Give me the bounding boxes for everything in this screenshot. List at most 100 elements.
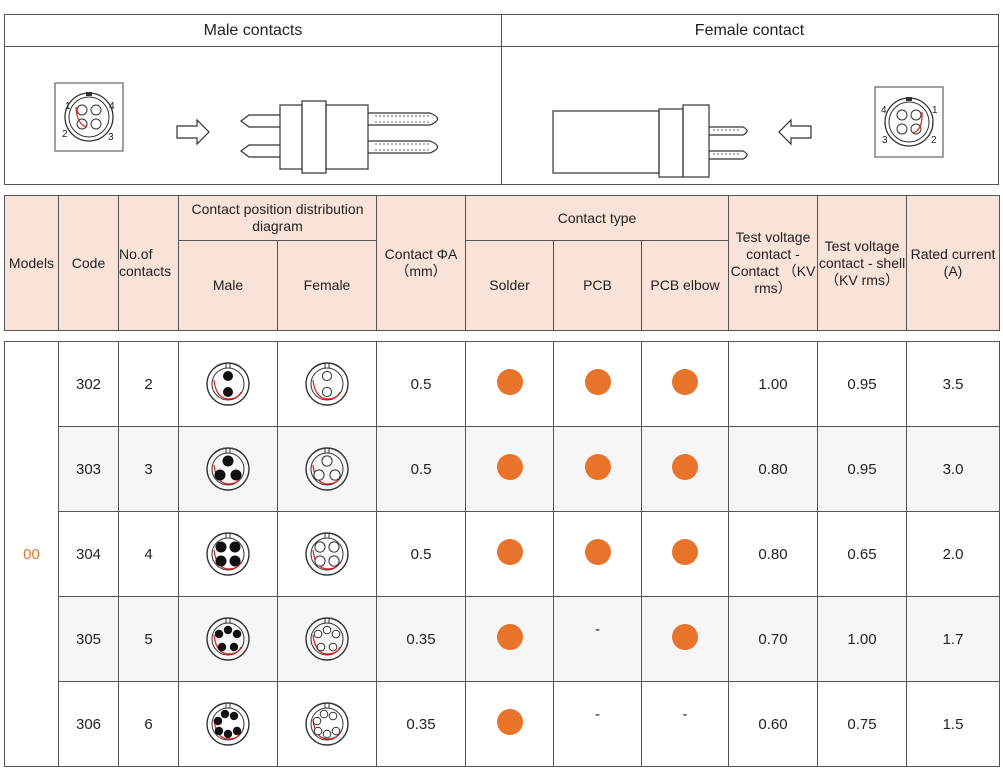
pin-label: 4 [109,101,115,112]
not-available-mark: - [595,620,600,638]
header-pcb-elbow: PCB elbow [640,240,730,331]
code-cell: 302 [58,341,119,427]
diagram-divider [501,15,502,184]
female-contact-illustration: 1 2 3 4 [552,86,944,178]
pcb-cell: - [553,596,642,682]
available-dot-icon [584,454,611,480]
available-dot-icon [584,539,611,565]
pcb-elbow-cell [640,341,730,427]
pcb-elbow-cell: - [640,681,730,767]
female-side-view [552,104,748,178]
solder-cell [465,596,554,682]
female-layout-cell [277,341,377,427]
test-voltage-shell-cell: 0.95 [817,341,908,427]
test-voltage-contact-cell: 0.60 [728,681,819,767]
rated-current-cell: 1.5 [906,681,1001,767]
header-models: Models [4,195,59,331]
pcb-elbow-cell [640,596,730,682]
pcb-cell [553,341,642,427]
pcb-cell [553,426,642,512]
pcb-cell: - [553,681,642,767]
header-pcb: PCB [553,240,642,331]
female-layout-cell [277,511,377,597]
female-layout-cell [277,596,377,682]
available-dot-icon [584,369,611,395]
table-row: 00 302 2 0.5 1.00 0.95 3.5 [4,341,1001,767]
male-pin-layout-icon [179,701,277,747]
female-face-view: 1 2 3 4 [874,86,944,158]
test-voltage-shell-cell: 0.95 [817,426,908,512]
available-dot-icon [672,369,698,395]
available-dot-icon [496,539,523,565]
male-pin-layout-icon [179,361,277,407]
diameter-cell: 0.5 [376,511,466,597]
contacts-cell: 4 [118,511,179,597]
male-layout-cell [178,511,278,597]
test-voltage-shell-cell: 0.75 [817,681,908,767]
diameter-cell: 0.35 [376,681,466,767]
pin-label: 1 [932,105,938,116]
available-dot-icon [496,369,523,395]
code-cell: 305 [58,596,119,682]
test-voltage-contact-cell: 0.80 [728,511,819,597]
female-pin-layout-icon [278,701,376,747]
test-voltage-contact-cell: 0.80 [728,426,819,512]
female-contact-title: Female contact [501,15,998,47]
contacts-cell: 2 [118,341,179,427]
header-solder: Solder [465,240,554,331]
diameter-cell: 0.5 [376,426,466,512]
table-row: 303 3 0.5 0.80 0.95 3.0 [5,426,1001,512]
spec-table: Models Code No.of contacts Contact posit… [4,195,1001,767]
model-cell: 00 [4,341,59,767]
header-male: Male [178,240,278,331]
rated-current-cell: 1.7 [906,596,1001,682]
pin-label: 2 [931,135,937,146]
pcb-cell [553,511,642,597]
test-voltage-contact-cell: 0.70 [728,596,819,682]
header-diagram-group: Contact position distribution diagram [178,195,377,241]
pin-label: 4 [881,105,887,116]
test-voltage-shell-cell: 1.00 [817,596,908,682]
available-dot-icon [672,454,698,480]
rated-current-cell: 3.0 [906,426,1001,512]
connector-diagram: Male contacts Female contact 1 2 3 4 [4,14,999,185]
female-pin-layout-icon [278,616,376,662]
male-layout-cell [178,596,278,682]
male-contact-illustration: 1 2 3 4 [54,82,439,174]
diameter-cell: 0.5 [376,341,466,427]
male-contacts-title: Male contacts [5,15,501,47]
header-female: Female [277,240,377,331]
header-contacts: No.of contacts [118,195,179,331]
pin-label: 2 [62,129,68,140]
available-dot-icon [672,539,698,565]
pin-label: 1 [65,101,71,112]
code-cell: 306 [58,681,119,767]
rated-current-cell: 2.0 [906,511,1001,597]
solder-cell [465,681,554,767]
code-cell: 303 [58,426,119,512]
available-dot-icon [496,624,523,650]
male-pin-layout-icon [179,531,277,577]
header-gap [4,330,1000,342]
contacts-cell: 6 [118,681,179,767]
arrow-right-icon [176,118,210,146]
test-voltage-shell-cell: 0.65 [817,511,908,597]
not-available-mark: - [682,705,688,723]
available-dot-icon [496,709,523,735]
male-layout-cell [178,681,278,767]
header-contact-diameter: Contact ΦA （mm） [376,195,466,331]
solder-cell [465,426,554,512]
test-voltage-contact-cell: 1.00 [728,341,819,427]
header-test-voltage-contact: Test voltage contact - Contact （KV rms） [728,195,819,331]
pcb-elbow-cell [640,426,730,512]
female-layout-cell [277,426,377,512]
solder-cell [465,341,554,427]
available-dot-icon [496,454,523,480]
not-available-mark: - [595,705,600,723]
table-row: 304 4 0.5 0.80 0.65 2.0 [5,511,1001,597]
female-pin-layout-icon [278,531,376,577]
male-pin-layout-icon [179,616,277,662]
female-pin-layout-icon [278,446,376,492]
arrow-left-icon [778,118,812,146]
pin-label: 3 [882,135,888,146]
